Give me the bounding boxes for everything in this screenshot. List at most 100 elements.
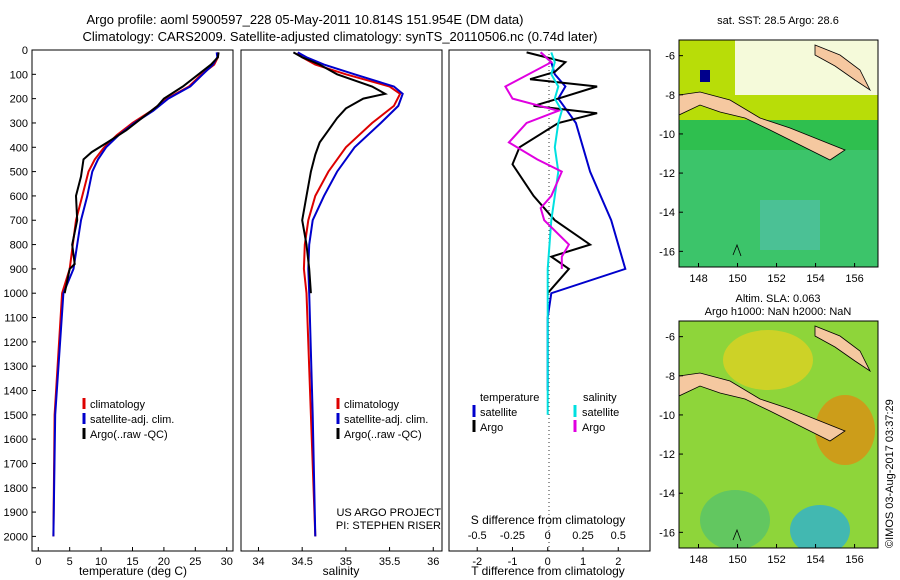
x-tick-label: 15 [126,556,138,568]
sst-frame [678,39,879,268]
x-tick-label: 35.5 [379,556,400,568]
x2-tick-label: 0 [545,530,551,542]
sla-high-east [815,395,875,465]
y-tick-label: 700 [10,215,28,227]
sst-cool-patch [760,200,820,250]
sla-island [732,528,742,542]
sla-high-north [723,330,813,390]
x-tick-label: 0 [35,556,41,568]
sla-low-south [790,505,850,548]
y-tick-label: 200 [10,94,28,106]
sla-frame [678,320,879,549]
timestamp: ©IMOS 03-Aug-2017 03:37:29 [884,399,896,548]
y-tick-label: 1700 [4,458,28,470]
y-tick-label: 2000 [4,531,28,543]
x-tick-label: 35 [340,556,352,568]
x-tick-label: 20 [158,556,170,568]
salinity-panel: 34 34.5 35 35.5 36 salinity climatology sate… [240,49,443,578]
y-tick-label: 100 [10,69,28,81]
sst-map: sat. SST: 28.5 Argo: 28.6 148 150 152 154 15… [659,15,879,285]
difference-frame [448,49,651,552]
salinity-xlabel: salinity [323,564,360,578]
y-tick-label: 600 [10,191,28,203]
y-tick-label: 1100 [4,313,28,325]
series-line-satellite-adj-clim [52,52,219,537]
x-tick-label: 1 [580,556,586,568]
series-line-satellite-adj-clim [297,51,404,537]
legend-s-satellite-label: satellite [582,407,619,419]
title-line2: Climatology: CARS2009. Satellite-adjuste… [83,29,598,44]
lat-tick-label: -10 [659,129,675,141]
y-tick-label: 800 [10,240,28,252]
series-line-climatology [52,52,219,537]
difference-x2label: S difference from climatology [471,513,626,527]
legend-temperature-heading: temperature [480,392,539,404]
series-line-argo-raw-qc [63,52,220,294]
sst-map-title: sat. SST: 28.5 Argo: 28.6 [717,15,839,27]
lat-tick-label: -16 [659,527,675,539]
temperature-panel: 0 5 10 15 20 25 300100200300400500600700800900… [4,45,234,578]
series-line-temperature-satellite [540,51,627,391]
lat-tick-label: -14 [659,207,675,219]
sst-new-ireland-coast [814,44,872,92]
x-tick-label: 36 [427,556,439,568]
salinity-frame [240,49,443,552]
legend-climatology-label: climatology [344,399,400,411]
x-tick-label: -1 [508,556,518,568]
lat-tick-label: -8 [665,90,675,102]
x-tick-label: 25 [189,556,201,568]
x-tick-label: 34.5 [291,556,312,568]
legend-argo-label: Argo(..raw -QC) [344,429,422,441]
sla-new-ireland-coast [814,325,872,373]
y-tick-label: 1400 [4,385,28,397]
y-tick-label: 500 [10,167,28,179]
lon-tick-label: 148 [689,554,707,566]
sla-new-britain-coast [679,372,846,442]
salinity-legend: climatology satellite-adj. clim. Argo(..… [336,398,428,441]
lon-tick-label: 152 [767,273,785,285]
lat-tick-label: -16 [659,246,675,258]
y-tick-label: 1000 [4,288,28,300]
y-tick-label: 400 [10,142,28,154]
series-line-salinity-satellite [546,52,563,415]
legend-climatology-label: climatology [90,399,146,411]
difference-xlabel: T difference from climatology [471,564,625,578]
temperature-legend: climatology satellite-adj. clim. Argo(..… [82,398,174,441]
lon-tick-label: 154 [806,273,824,285]
legend-s-argo-label: Argo [582,422,605,434]
y-tick-label: 900 [10,264,28,276]
sla-map: Altim. SLA: 0.063 Argo h1000: NaN h2000:… [659,293,879,566]
lat-tick-label: -6 [665,332,675,344]
lat-tick-label: -10 [659,410,675,422]
x2-tick-label: -0.5 [468,530,487,542]
y-tick-label: 1500 [4,410,28,422]
sla-map-title1: Altim. SLA: 0.063 [736,293,821,305]
series-line-climatology [297,51,402,537]
lon-tick-label: 156 [845,273,863,285]
lon-tick-label: 156 [845,554,863,566]
sst-cold-cell [700,70,710,82]
y-tick-label: 1800 [4,483,28,495]
difference-panel: -2 -1 0 1 2 -0.5 -0.25 0 0.25 0.5 T difference fr… [448,49,651,578]
y-tick-label: 300 [10,118,28,130]
x-tick-label: 0 [545,556,551,568]
x-tick-label: 2 [615,556,621,568]
legend-t-satellite-label: satellite [480,407,517,419]
lon-tick-label: 150 [728,273,746,285]
x2-tick-label: 0.5 [611,530,626,542]
lat-tick-label: -6 [665,51,675,63]
credit-line2: PI: STEPHEN RISER [336,520,441,532]
x-tick-label: -2 [472,556,482,568]
lon-tick-label: 152 [767,554,785,566]
y-tick-label: 1200 [4,337,28,349]
x-tick-label: 10 [95,556,107,568]
lon-tick-label: 148 [689,273,707,285]
lat-tick-label: -12 [659,168,675,180]
y-tick-label: 1600 [4,434,28,446]
lat-tick-label: -12 [659,449,675,461]
x2-tick-label: 0.25 [572,530,593,542]
x2-tick-label: -0.25 [500,530,525,542]
legend-t-argo-label: Argo [480,422,503,434]
legend-salinity-heading: salinity [583,392,617,404]
